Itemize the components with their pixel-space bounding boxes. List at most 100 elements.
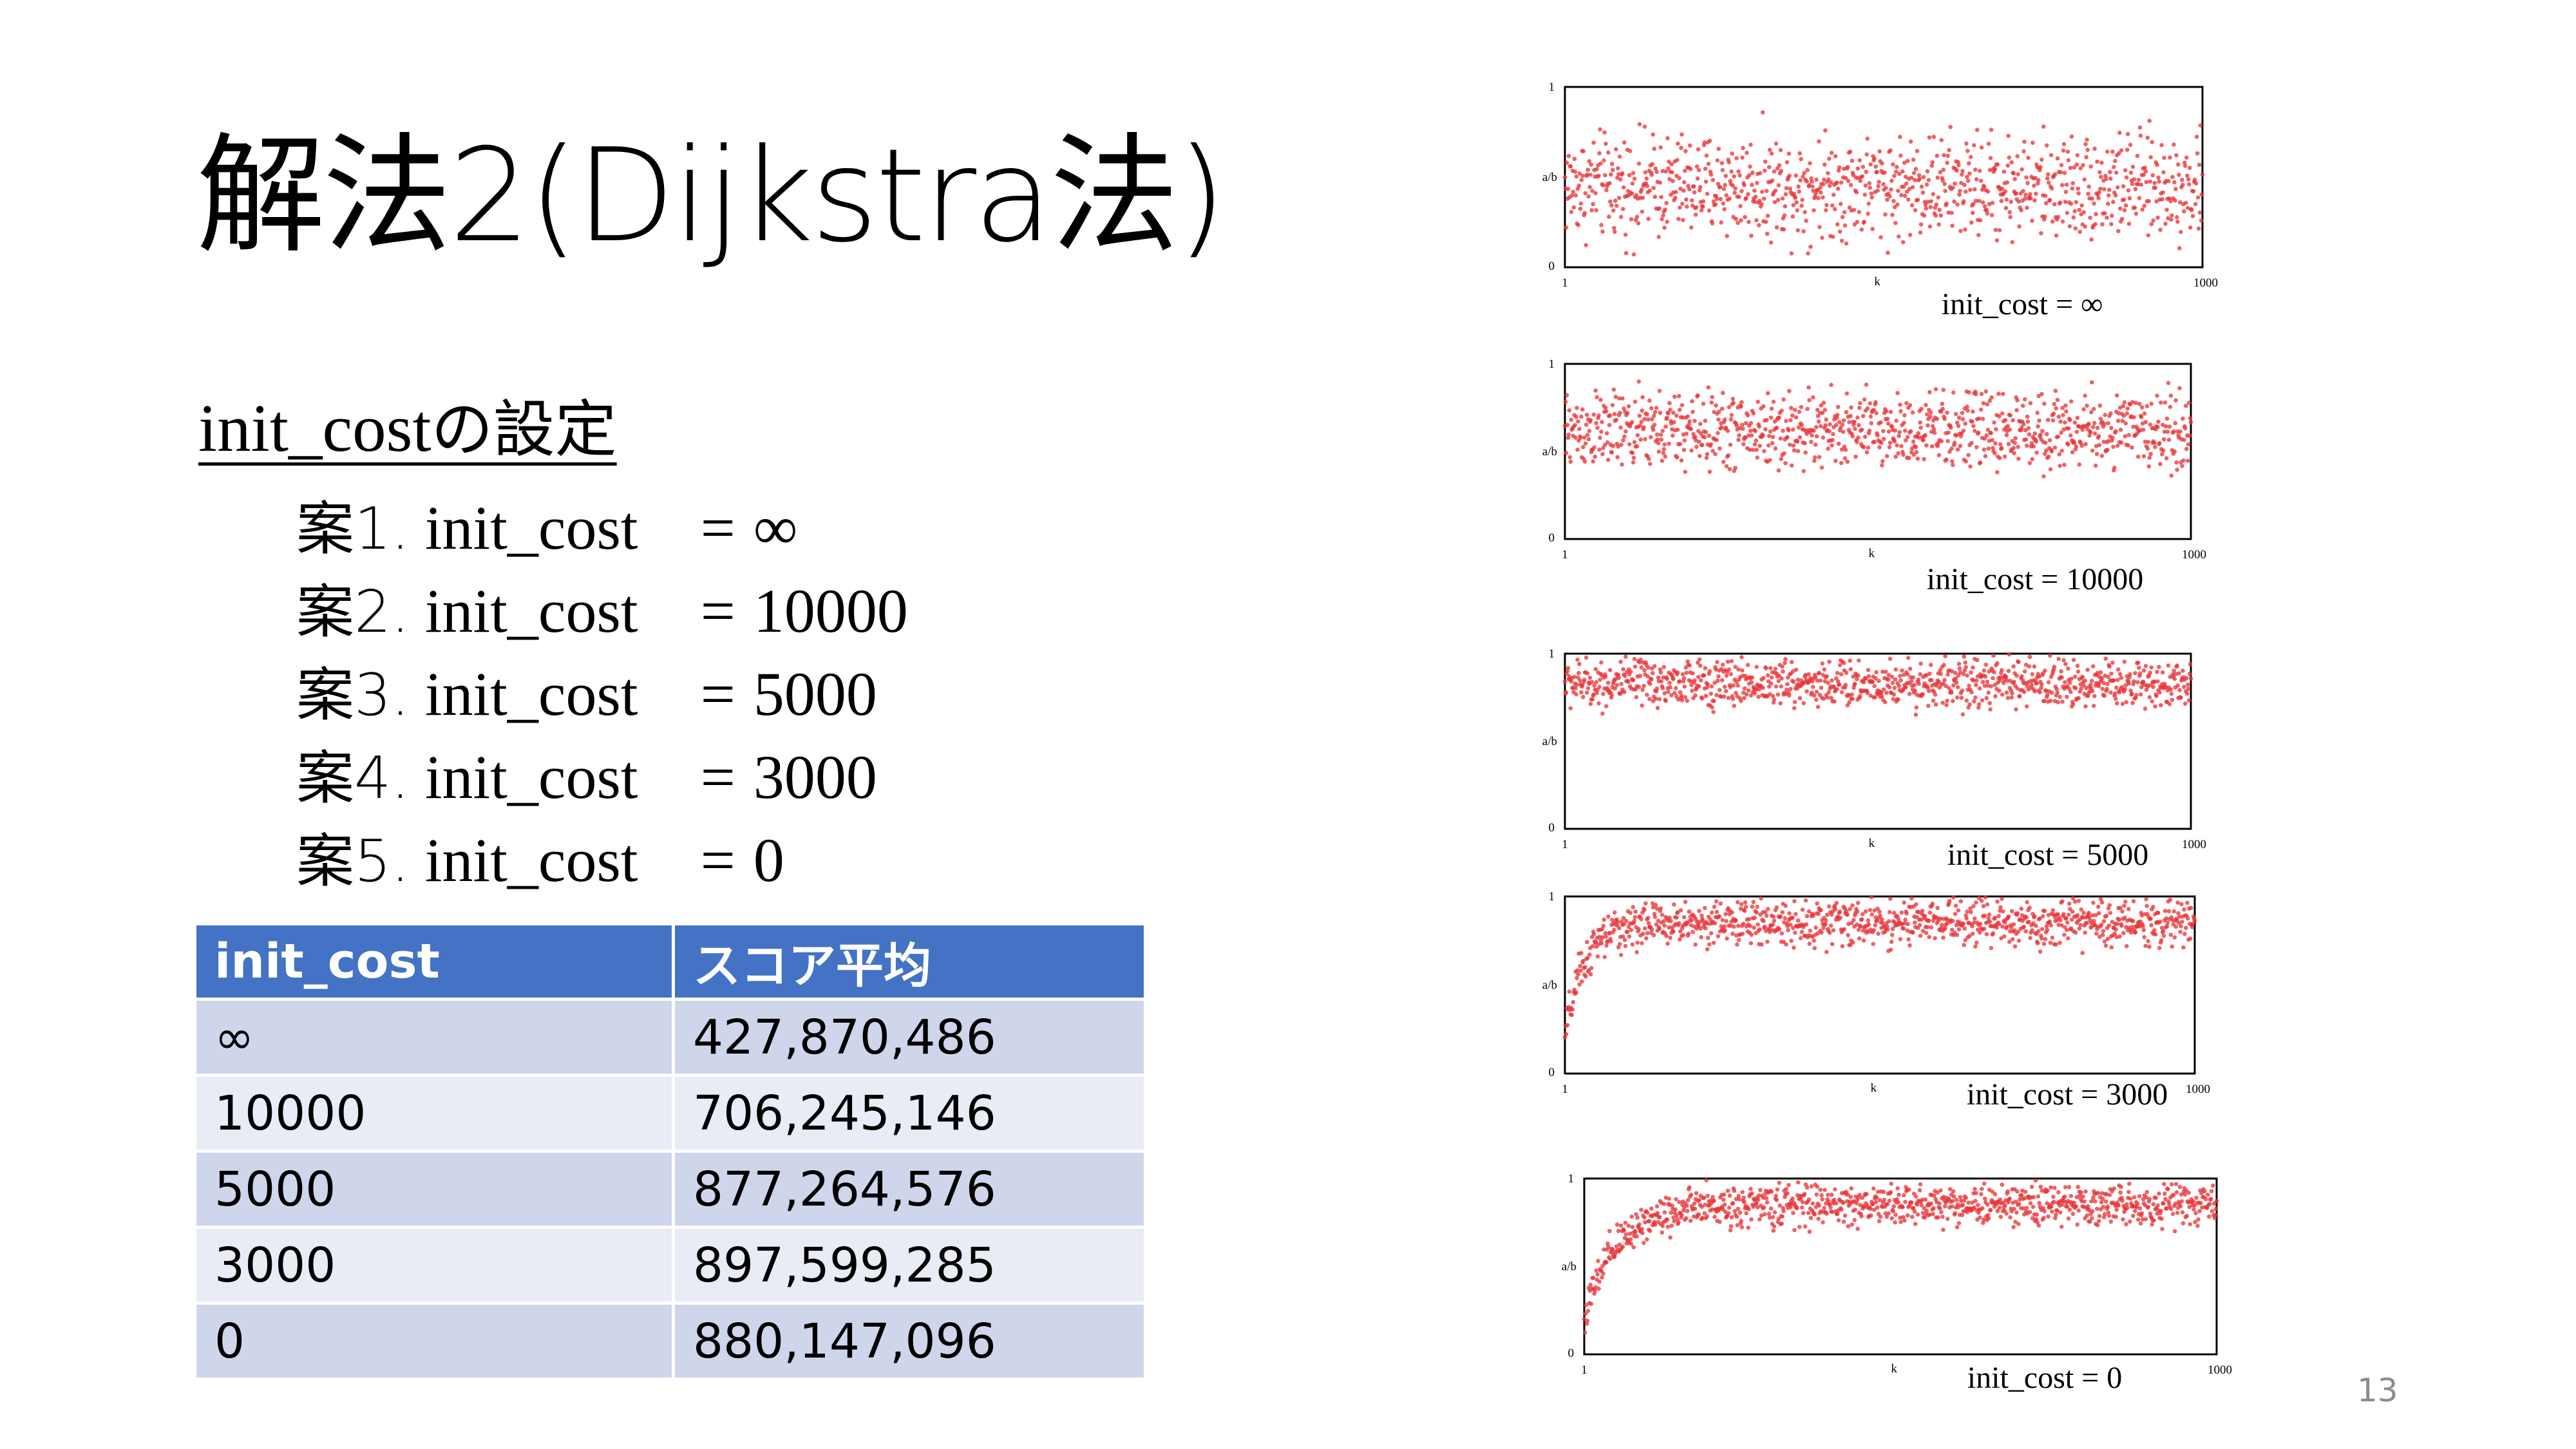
scatter-point <box>1852 222 1857 227</box>
scatter-point <box>1606 914 1611 919</box>
scatter-point <box>1993 451 1997 456</box>
scatter-point <box>1686 184 1690 189</box>
scatter-point <box>1853 188 1858 193</box>
scatter-point <box>2091 900 2096 905</box>
scatter-point <box>2005 696 2011 700</box>
scatter-point <box>2122 904 2126 908</box>
scatter-point <box>1596 1258 1600 1264</box>
scatter-point <box>2015 154 2020 158</box>
scatter-point <box>2118 219 2123 224</box>
scatter-point <box>1880 669 1885 674</box>
scatter-point <box>1905 672 1910 677</box>
scatter-point <box>1698 920 1702 924</box>
scatter-point <box>1580 173 1585 178</box>
scatter-point <box>1648 681 1653 687</box>
scatter-point <box>1931 689 1937 694</box>
table-cell: 877,264,576 <box>672 1150 1147 1229</box>
scatter-point <box>1985 402 1990 407</box>
scatter-point <box>2016 199 2021 204</box>
scatter-point <box>1671 178 1675 184</box>
scatter-point <box>1963 1208 1968 1213</box>
scatter-point <box>1859 917 1864 922</box>
scatter-point <box>1760 917 1765 922</box>
scatter-point <box>1906 405 1911 410</box>
scatter-point <box>2115 185 2120 190</box>
scatter-point <box>1964 141 1969 146</box>
scatter-point <box>1628 190 1633 195</box>
scatter-point <box>1700 204 1705 209</box>
scatter-point <box>1915 925 1920 931</box>
scatter-point <box>1717 1207 1721 1211</box>
scatter-point <box>1711 199 1716 204</box>
scatter-point <box>1834 900 1839 905</box>
scatter-point <box>1733 665 1738 669</box>
scatter-point <box>2089 237 2094 242</box>
scatter-point <box>2037 166 2041 171</box>
scatter-point <box>2103 656 2108 661</box>
scatter-point <box>2168 897 2173 902</box>
scatter-point <box>1615 175 1620 180</box>
scatter-point <box>1974 392 1978 397</box>
scatter-point <box>1663 697 1667 702</box>
scatter-point <box>1967 1207 1972 1211</box>
scatter-point <box>1690 671 1695 676</box>
x-tick-label: 1 <box>1562 838 1568 851</box>
scatter-point <box>1611 681 1616 686</box>
scatter-point <box>2176 911 2181 916</box>
scatter-point <box>1764 189 1769 193</box>
scatter-point <box>1983 895 1988 900</box>
scatter-point <box>1953 181 1957 186</box>
scatter-point <box>1976 922 1981 927</box>
scatter-point <box>2072 674 2078 679</box>
scatter-point <box>2049 674 2054 679</box>
scatter-point <box>2155 215 2160 220</box>
scatter-point <box>1664 934 1669 938</box>
scatter-point <box>2159 400 2163 405</box>
scatter-point <box>2031 176 2036 181</box>
scatter-point <box>2106 674 2110 679</box>
scatter-point <box>1651 905 1656 910</box>
scatter-point <box>2031 1195 2036 1200</box>
scatter-point <box>1919 694 1924 699</box>
scatter-point <box>1817 225 1822 229</box>
scatter-point <box>1879 235 1883 240</box>
scatter-point <box>2152 931 2156 936</box>
scatter-point <box>1898 1215 1902 1220</box>
scatter-point <box>1687 143 1692 148</box>
scatter-point <box>1791 1211 1795 1215</box>
scatter-point <box>1990 1189 1995 1194</box>
scatter-point <box>1645 190 1651 194</box>
scatter-point <box>1616 172 1621 176</box>
scatter-point <box>2040 1217 2045 1222</box>
scatter-point <box>1945 410 1949 415</box>
scatter-point <box>1668 169 1672 174</box>
scatter-point <box>2098 670 2103 675</box>
scatter-point <box>2005 916 2010 921</box>
scatter-point <box>1857 422 1861 428</box>
scatter-point <box>1692 915 1697 920</box>
scatter-point <box>1688 914 1693 919</box>
scatter-point <box>1859 227 1864 232</box>
scatter-point <box>2199 218 2204 223</box>
scatter-point <box>2170 918 2175 923</box>
scatter-point <box>2177 921 2181 925</box>
scatter-point <box>1593 687 1597 692</box>
scatter-point <box>1604 1260 1608 1265</box>
scatter-point <box>1827 156 1832 161</box>
scatter-point <box>1951 390 1956 395</box>
scatter-point <box>1962 943 1966 947</box>
scatter-point <box>1903 428 1908 433</box>
scatter-point <box>1857 1211 1861 1215</box>
scatter-point <box>2038 679 2043 685</box>
scatter-point <box>1915 914 1919 920</box>
scatter-point <box>1761 676 1766 680</box>
scatter-point <box>1829 1209 1833 1214</box>
scatter-point <box>1784 692 1788 696</box>
scatter-point <box>1748 693 1754 698</box>
scatter-point <box>2189 922 2194 927</box>
scatter-point <box>1734 216 1738 222</box>
scatter-point <box>1797 435 1803 440</box>
scatter-point <box>1872 156 1877 161</box>
scatter-point <box>1694 917 1698 922</box>
scatter-point <box>1622 922 1627 927</box>
